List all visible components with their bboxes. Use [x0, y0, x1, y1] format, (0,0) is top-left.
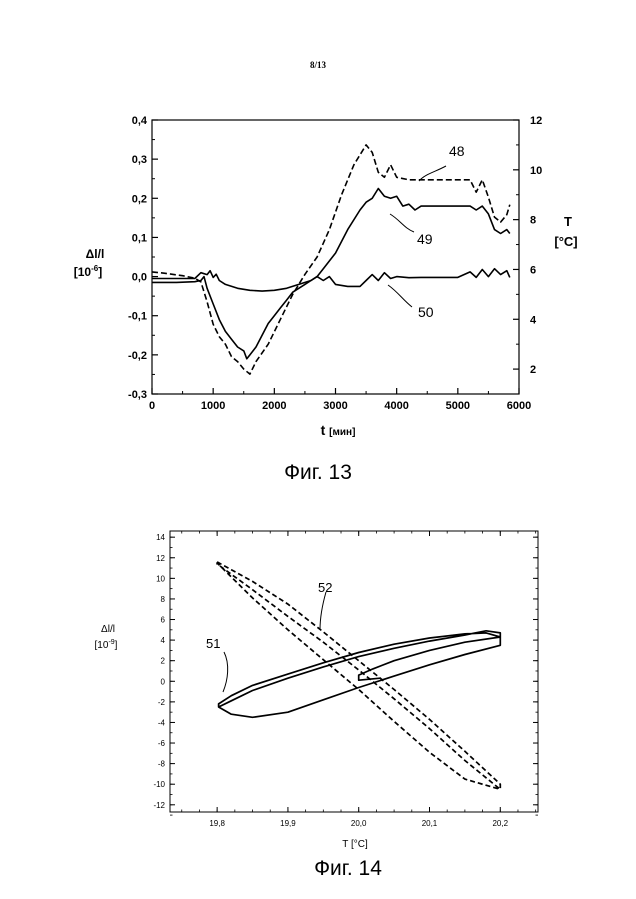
chart-fig13-xlabel-unit: [мин]: [329, 427, 355, 438]
fig13-yright-tick-label: 10: [530, 165, 542, 177]
chart-fig13-series: [152, 145, 510, 374]
fig14-x-tick-label: 20,0: [351, 819, 367, 828]
chart-fig13-ylabel-left-line2: [10-6]: [74, 264, 102, 279]
fig13-yleft-tick-label: 0,2: [132, 193, 147, 205]
fig14-y-tick-label: -2: [158, 698, 166, 707]
fig14-series-51-line: [219, 631, 501, 718]
fig13-x-tick-label: 0: [149, 400, 155, 412]
fig14-y-tick-label: -10: [153, 780, 165, 789]
fig13-x-tick-label: 6000: [507, 400, 531, 412]
fig14-leader-52: [320, 592, 326, 630]
chart-fig13-ylabel-left-line1: Δl/l: [86, 247, 105, 261]
chart-fig13-xlabel-main: t: [321, 422, 326, 438]
fig13-annotation-50: 50: [418, 304, 434, 320]
fig13-yright-tick-label: 8: [530, 215, 536, 227]
chart-fig14-plot-frame: [170, 531, 538, 812]
chart-fig13-annotations: 48 49 50: [388, 143, 465, 320]
fig13-yleft-tick-label: 0,3: [132, 154, 147, 166]
fig14-y-tick-label: 0: [161, 677, 166, 686]
chart-fig13-ylabel-left-base: [10: [74, 265, 92, 279]
fig13-x-tick-label: 5000: [446, 400, 470, 412]
fig13-leader-48: [419, 166, 446, 181]
fig14-y-tick-label: 4: [161, 636, 166, 645]
fig14-x-tick-label: 20,2: [492, 819, 508, 828]
fig14-x-tick-label: 19,8: [209, 819, 225, 828]
fig13-x-tick-label: 2000: [262, 400, 286, 412]
fig13-yright-tick-label: 6: [530, 264, 536, 276]
fig13-yleft-tick-label: -0,3: [128, 389, 147, 401]
fig14-annotation-52: 52: [318, 580, 332, 595]
fig13-yright-tick-label: 4: [530, 314, 537, 326]
fig13-x-tick-label: 1000: [201, 400, 225, 412]
chart-fig14-ylabel-base: [10: [95, 640, 109, 651]
fig14-y-tick-label: 6: [161, 616, 166, 625]
fig13-yright-tick-label: 12: [530, 115, 542, 127]
fig14-y-tick-label: -8: [158, 760, 166, 769]
chart-fig14-xlabel: T [°C]: [342, 839, 368, 850]
fig13-annotation-48: 48: [449, 143, 465, 159]
chart-fig13-ylabel-right-line2: [°C]: [554, 234, 577, 249]
fig14-annotation-51: 51: [206, 636, 220, 651]
chart-fig13-ylabel-left-close: ]: [98, 265, 102, 279]
chart-fig13-caption: Фиг. 13: [284, 461, 352, 484]
chart-fig13-ticks: 0 1000 2000 3000 4000 5000 6000 -0,3 -0,2 -0,1 0,0…: [128, 115, 542, 412]
fig14-leader-51: [223, 652, 228, 692]
chart-fig14-ylabel-line1: Δl/l: [101, 624, 115, 635]
chart-fig14: 19,8 19,9 20,0 20,1 20,2 -12 -10 -8 -6 -4 -2 0 2 4 6 8 1…: [95, 531, 538, 880]
fig13-yleft-tick-label: -0,2: [128, 350, 147, 362]
fig14-y-tick-label: -6: [158, 739, 166, 748]
fig13-yleft-tick-label: 0,4: [132, 115, 148, 127]
chart-fig14-series: [217, 562, 500, 790]
chart-fig13: 0 1000 2000 3000 4000 5000 6000 -0,3 -0,2 -0,1 0,0…: [74, 115, 578, 484]
chart-fig14-caption: Фиг. 14: [314, 857, 382, 880]
fig14-x-tick-label: 19,9: [280, 819, 296, 828]
fig14-y-tick-label: -12: [153, 801, 165, 810]
chart-fig13-plot-frame: [152, 120, 519, 394]
chart-fig13-xlabel: t [мин]: [321, 422, 356, 438]
fig14-y-tick-label: 8: [161, 595, 166, 604]
fig13-leader-50: [388, 285, 412, 307]
chart-fig13-ylabel-right-line1: T: [564, 214, 572, 229]
fig14-y-tick-label: 2: [161, 657, 166, 666]
chart-fig14-ylabel-line2: [10-9]: [95, 639, 118, 651]
fig13-yleft-tick-label: 0,0: [132, 272, 147, 284]
fig13-leader-49: [390, 214, 414, 232]
chart-fig14-ylabel-close: ]: [115, 640, 118, 651]
fig13-yleft-tick-label: 0,1: [132, 232, 147, 244]
fig13-annotation-49: 49: [417, 231, 433, 247]
fig14-y-tick-label: -4: [158, 718, 166, 727]
fig14-y-tick-label: 12: [156, 554, 165, 563]
fig14-y-tick-label: 14: [156, 533, 165, 542]
fig13-x-tick-label: 4000: [384, 400, 408, 412]
fig14-y-tick-label: 10: [156, 574, 165, 583]
fig13-yright-tick-label: 2: [530, 364, 536, 376]
fig13-yleft-tick-label: -0,1: [128, 311, 147, 323]
fig14-x-tick-label: 20,1: [422, 819, 438, 828]
fig13-x-tick-label: 3000: [323, 400, 347, 412]
